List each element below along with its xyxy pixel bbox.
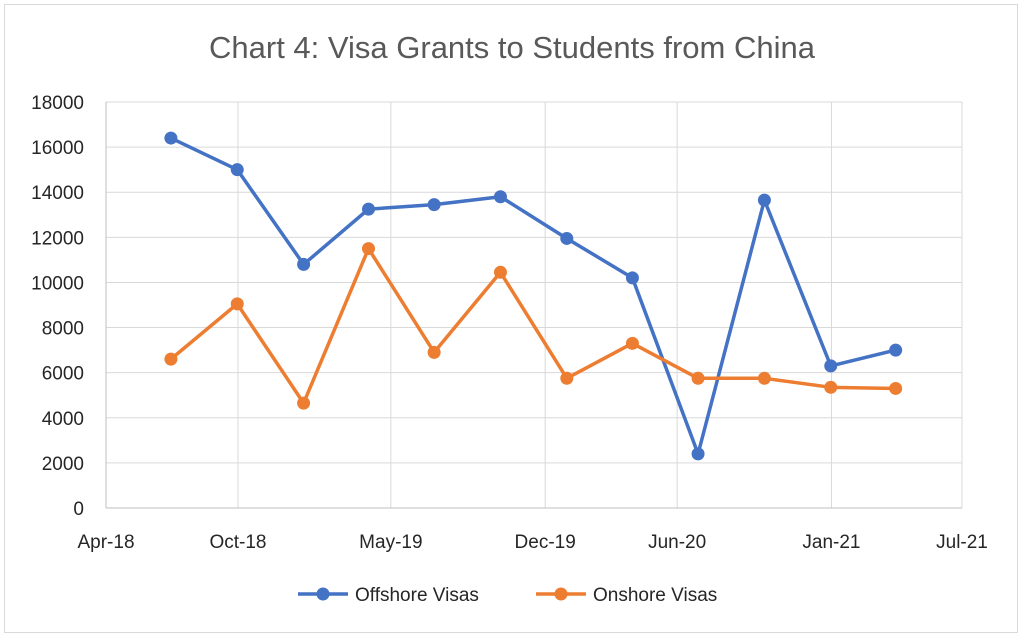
data-point-onshore-visas: [427, 345, 441, 359]
legend-marker-onshore-visas: [554, 587, 568, 601]
x-tick-label: Jul-21: [936, 532, 988, 553]
y-tick-label: 14000: [31, 183, 84, 204]
data-point-onshore-visas: [560, 371, 574, 385]
data-point-offshore-visas: [361, 202, 375, 216]
data-point-offshore-visas: [757, 193, 771, 207]
x-tick-label: May-19: [359, 532, 422, 553]
series-line-offshore-visas: [170, 136, 897, 456]
data-point-onshore-visas: [297, 396, 311, 410]
data-point-offshore-visas: [889, 343, 903, 357]
data-point-offshore-visas: [691, 447, 705, 461]
legend: Offshore Visas Onshore Visas: [298, 585, 717, 606]
y-tick-label: 4000: [42, 409, 84, 430]
data-point-onshore-visas: [691, 371, 705, 385]
x-tick-label: Apr-18: [77, 532, 134, 553]
data-point-onshore-visas: [493, 265, 507, 279]
y-tick-label: 2000: [42, 454, 84, 475]
data-point-offshore-visas: [297, 257, 311, 271]
data-point-onshore-visas: [361, 242, 375, 256]
data-point-offshore-visas: [427, 198, 441, 212]
y-tick-label: 10000: [31, 273, 84, 294]
data-point-offshore-visas: [625, 271, 639, 285]
data-point-offshore-visas: [824, 359, 838, 373]
legend-label-offshore-visas: Offshore Visas: [355, 585, 479, 606]
y-tick-label: 16000: [31, 138, 84, 159]
data-point-onshore-visas: [889, 381, 903, 395]
data-point-offshore-visas: [230, 163, 244, 177]
series-line-onshore-visas: [169, 246, 896, 405]
data-point-onshore-visas: [164, 352, 178, 366]
data-point-onshore-visas: [824, 380, 838, 394]
y-tick-label: 0: [73, 499, 84, 520]
y-tick-label: 12000: [31, 228, 84, 249]
legend-label-onshore-visas: Onshore Visas: [593, 585, 717, 606]
y-tick-label: 18000: [31, 93, 84, 114]
chart-title: Chart 4: Visa Grants to Students from Ch…: [209, 30, 816, 65]
data-point-onshore-visas: [230, 297, 244, 311]
x-tick-label: Oct-18: [209, 532, 266, 553]
chart-frame: [4, 4, 1018, 633]
x-tick-label: Jan-21: [802, 532, 860, 553]
data-point-onshore-visas: [757, 371, 771, 385]
data-point-onshore-visas: [625, 336, 639, 350]
x-tick-label: Dec-19: [515, 532, 576, 553]
y-tick-label: 6000: [42, 364, 84, 385]
axes: 0 2000 4000 6000 8000 10000 12000 14000 16000 180…: [31, 93, 988, 553]
series-layer: [164, 131, 903, 461]
data-point-offshore-visas: [493, 190, 507, 204]
y-tick-label: 8000: [42, 319, 84, 340]
data-point-offshore-visas: [560, 231, 574, 245]
legend-marker-offshore-visas: [316, 587, 330, 601]
data-point-offshore-visas: [164, 131, 178, 145]
x-tick-label: Jun-20: [648, 532, 706, 553]
